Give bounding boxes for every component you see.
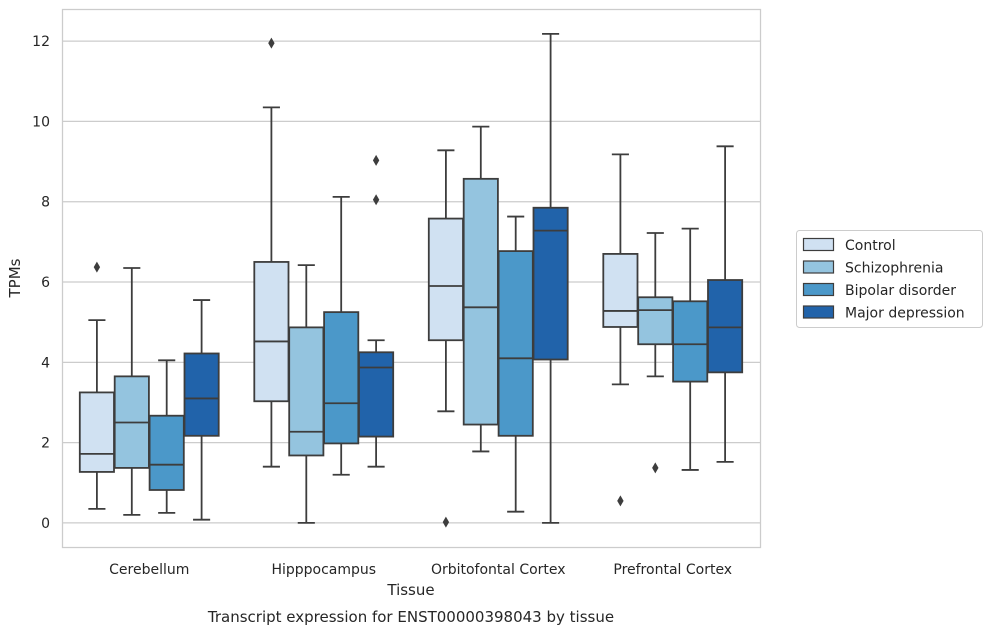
y-tick-label: 4 — [41, 355, 50, 371]
box — [462, 177, 499, 426]
outlier-point — [442, 516, 450, 528]
y-tick-label: 8 — [41, 195, 50, 211]
plot-frame — [61, 8, 762, 549]
outlier-point — [93, 261, 101, 273]
box — [707, 279, 744, 374]
y-tick-label: 6 — [41, 275, 50, 291]
chart-caption: Transcript expression for ENST0000039804… — [207, 608, 614, 626]
box — [672, 300, 709, 383]
box-group — [323, 195, 360, 476]
x-tick-labels: Cerebellum Hipppocampus Orbitofontal Corte… — [109, 562, 732, 578]
box-group — [113, 267, 150, 516]
box-group — [427, 149, 464, 528]
box — [427, 217, 464, 342]
box-group — [497, 215, 534, 513]
box-group — [637, 232, 674, 474]
x-tick-label: Prefrontal Cortex — [613, 562, 732, 578]
legend-label: Bipolar disorder — [845, 283, 956, 299]
box — [183, 352, 220, 437]
legend: Control Schizophrenia Bipolar disorder Majo… — [796, 230, 983, 328]
x-tick-label: Hipppocampus — [271, 562, 376, 578]
box — [532, 206, 569, 361]
legend-label: Schizophrenia — [845, 261, 943, 277]
boxes — [78, 32, 744, 528]
legend-swatch — [802, 305, 835, 319]
box-group — [602, 153, 639, 507]
box-group — [183, 299, 220, 521]
box — [253, 261, 290, 403]
box-group — [253, 37, 290, 468]
box-group — [532, 32, 569, 524]
box-group — [358, 154, 395, 468]
box — [78, 391, 115, 473]
legend-swatch — [802, 260, 835, 274]
legend-label: Major depression — [845, 306, 965, 322]
outlier-point — [372, 154, 380, 166]
box — [358, 351, 395, 438]
x-tick-label: Orbitofontal Cortex — [431, 562, 566, 578]
box-group — [148, 359, 185, 514]
legend-swatch — [802, 237, 835, 252]
outlier-point — [372, 194, 380, 206]
legend-swatch — [802, 282, 835, 297]
legend-frame — [796, 230, 983, 328]
box — [637, 296, 674, 346]
legend-label: Control — [845, 238, 896, 254]
box-group — [707, 145, 744, 463]
x-tick-label: Cerebellum — [109, 562, 189, 578]
box-group — [288, 264, 325, 524]
y-axis-label: TPMs — [6, 258, 24, 298]
outlier-point — [268, 37, 275, 49]
y-tick-label: 12 — [32, 34, 50, 50]
box-group — [78, 261, 115, 510]
y-tick-label: 10 — [32, 114, 50, 130]
box — [288, 326, 325, 457]
outlier-point — [617, 495, 624, 507]
y-tick-label: 0 — [41, 516, 50, 532]
y-tick-labels: 0 2 4 6 8 10 12 — [32, 34, 50, 532]
box — [148, 414, 185, 491]
box — [602, 253, 639, 328]
outlier-point — [652, 462, 659, 474]
box-group — [462, 125, 499, 453]
box-group — [672, 227, 709, 471]
box — [497, 250, 534, 437]
x-axis-label: Tissue — [386, 581, 434, 599]
box — [323, 311, 360, 445]
y-tick-label: 2 — [41, 436, 50, 452]
